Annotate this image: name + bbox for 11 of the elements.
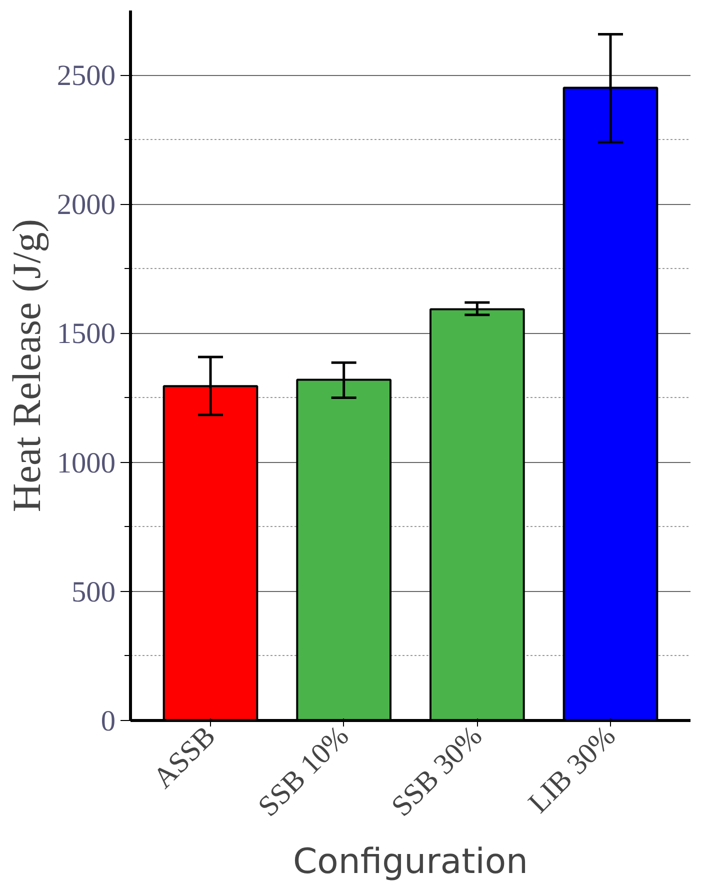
x-tick-label: LIB 30% (522, 720, 622, 820)
y-tick-label: 0 (100, 706, 116, 738)
y-tick-label: 1000 (56, 447, 116, 480)
x-tick-label: SSB 30% (386, 720, 488, 823)
y-tick-label: 2500 (56, 60, 116, 92)
x-axis-title: Configuration (292, 842, 528, 882)
y-tick-label: 500 (72, 576, 116, 608)
y-tick-label: 2000 (56, 189, 116, 222)
x-tick-label: SSB 10% (252, 720, 356, 823)
y-axis-title: Heat Release (J/g) (4, 218, 49, 512)
y-tick-label: 1500 (56, 318, 116, 350)
